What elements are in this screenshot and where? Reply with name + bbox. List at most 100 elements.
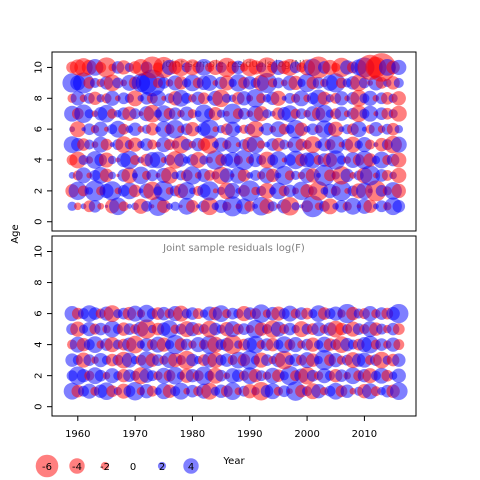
legend-label: 4 [188, 462, 194, 473]
residual-bubble [84, 109, 94, 119]
residual-bubble [326, 150, 346, 170]
residual-bubble [272, 77, 284, 89]
legend-label: -2 [100, 462, 110, 473]
residual-bubble [86, 336, 104, 353]
residual-bubble [166, 366, 185, 385]
legend-bubble [157, 461, 167, 471]
residual-bubble [84, 180, 106, 202]
residual-bubble [212, 188, 218, 194]
residual-bubble [201, 74, 218, 91]
x-tick-label: 2000 [294, 429, 319, 440]
residual-bubble [69, 121, 86, 138]
y-tick-label: 10 [34, 61, 45, 74]
residual-bubble [177, 182, 196, 200]
residual-bubble [146, 122, 159, 136]
residual-bubble [84, 139, 95, 150]
residual-bubble [294, 122, 309, 136]
y-tick-label: 8 [34, 95, 45, 101]
residual-bubble [291, 202, 300, 211]
x-tick-label: 1960 [65, 429, 90, 440]
panels: Joint sample residuals log(N)0246810Join… [34, 51, 417, 417]
bubbles [63, 303, 409, 401]
residual-bubble [126, 335, 144, 354]
residual-bubble [83, 354, 96, 366]
residual-bubble [295, 108, 307, 120]
residual-bubble [390, 136, 407, 153]
residual-bubble [350, 121, 367, 138]
residual-bubble [97, 202, 105, 210]
residual-bubble [362, 90, 378, 106]
residual-bubble [304, 136, 322, 154]
residual-bubble [186, 200, 199, 213]
residual-bubble [170, 201, 180, 211]
x-tick-label: 2010 [352, 429, 377, 440]
residual-bubble [269, 151, 288, 169]
residual-bubble [336, 155, 347, 165]
residual-bubble [67, 201, 77, 211]
residual-bubble [257, 140, 266, 149]
residual-bubble [78, 154, 89, 166]
residual-bubble [259, 182, 275, 199]
residual-bubble [172, 382, 190, 400]
residual-bubble [130, 154, 141, 166]
residual-bubble [390, 105, 407, 122]
y-tick-label: 8 [34, 279, 45, 285]
residual-bubble [340, 168, 354, 183]
residual-bubble [212, 126, 219, 133]
residual-bubble [222, 334, 243, 355]
residual-bubble [225, 121, 241, 137]
residual-bubble [108, 155, 117, 165]
residual-bubble [136, 319, 157, 339]
residual-bubble [75, 167, 92, 184]
residual-bubble [365, 139, 376, 150]
residual-bubble [98, 152, 115, 168]
residual-bubble [391, 91, 406, 106]
residual-bubble [168, 107, 182, 120]
legend-label: 0 [130, 462, 136, 473]
residual-bubble [224, 136, 242, 154]
residual-bubble [118, 201, 129, 212]
y-tick-label: 6 [34, 310, 45, 316]
residual-bubble [340, 384, 354, 398]
x-tick-label: 1990 [237, 429, 262, 440]
residual-bubble [381, 169, 393, 181]
residual-bubble [88, 200, 102, 213]
residual-bubble [149, 151, 167, 169]
residual-bubble [290, 170, 301, 181]
residual-bubble [256, 72, 278, 93]
residual-bubble [247, 120, 264, 138]
residual-bubble [157, 77, 170, 89]
residual-bubble [187, 109, 198, 119]
residual-bubble [315, 104, 334, 123]
residual-bubble [125, 381, 145, 401]
residual-bubble [280, 197, 300, 216]
residual-bubble [392, 323, 405, 335]
residual-bubble [335, 369, 348, 383]
residual-bubble [222, 196, 243, 217]
y-tick-label: 6 [34, 126, 45, 132]
residual-bubble [391, 183, 406, 199]
y-tick-label: 4 [34, 341, 45, 347]
residual-bubble [288, 337, 304, 353]
residual-bubble [238, 107, 250, 120]
residual-bubble [334, 106, 349, 121]
residual-bubble [262, 109, 272, 119]
x-tick-label: 1970 [122, 429, 147, 440]
residual-bubble [118, 123, 130, 135]
residual-bubble [199, 181, 220, 201]
residual-bubble [308, 181, 329, 201]
residual-bubble [126, 203, 132, 209]
residual-bubble [200, 197, 219, 216]
residual-bubble [94, 369, 107, 382]
residual-bubble [157, 199, 171, 214]
residual-bubble [183, 166, 202, 185]
legend-label: -4 [72, 462, 82, 473]
y-axis-label: Age [10, 224, 21, 243]
residual-bubble [391, 368, 406, 383]
residual-bubble [358, 77, 370, 89]
residual-bubble [251, 304, 271, 323]
residual-bubble [391, 59, 407, 75]
y-tick-label: 0 [34, 219, 45, 225]
residual-bubble [334, 91, 349, 106]
